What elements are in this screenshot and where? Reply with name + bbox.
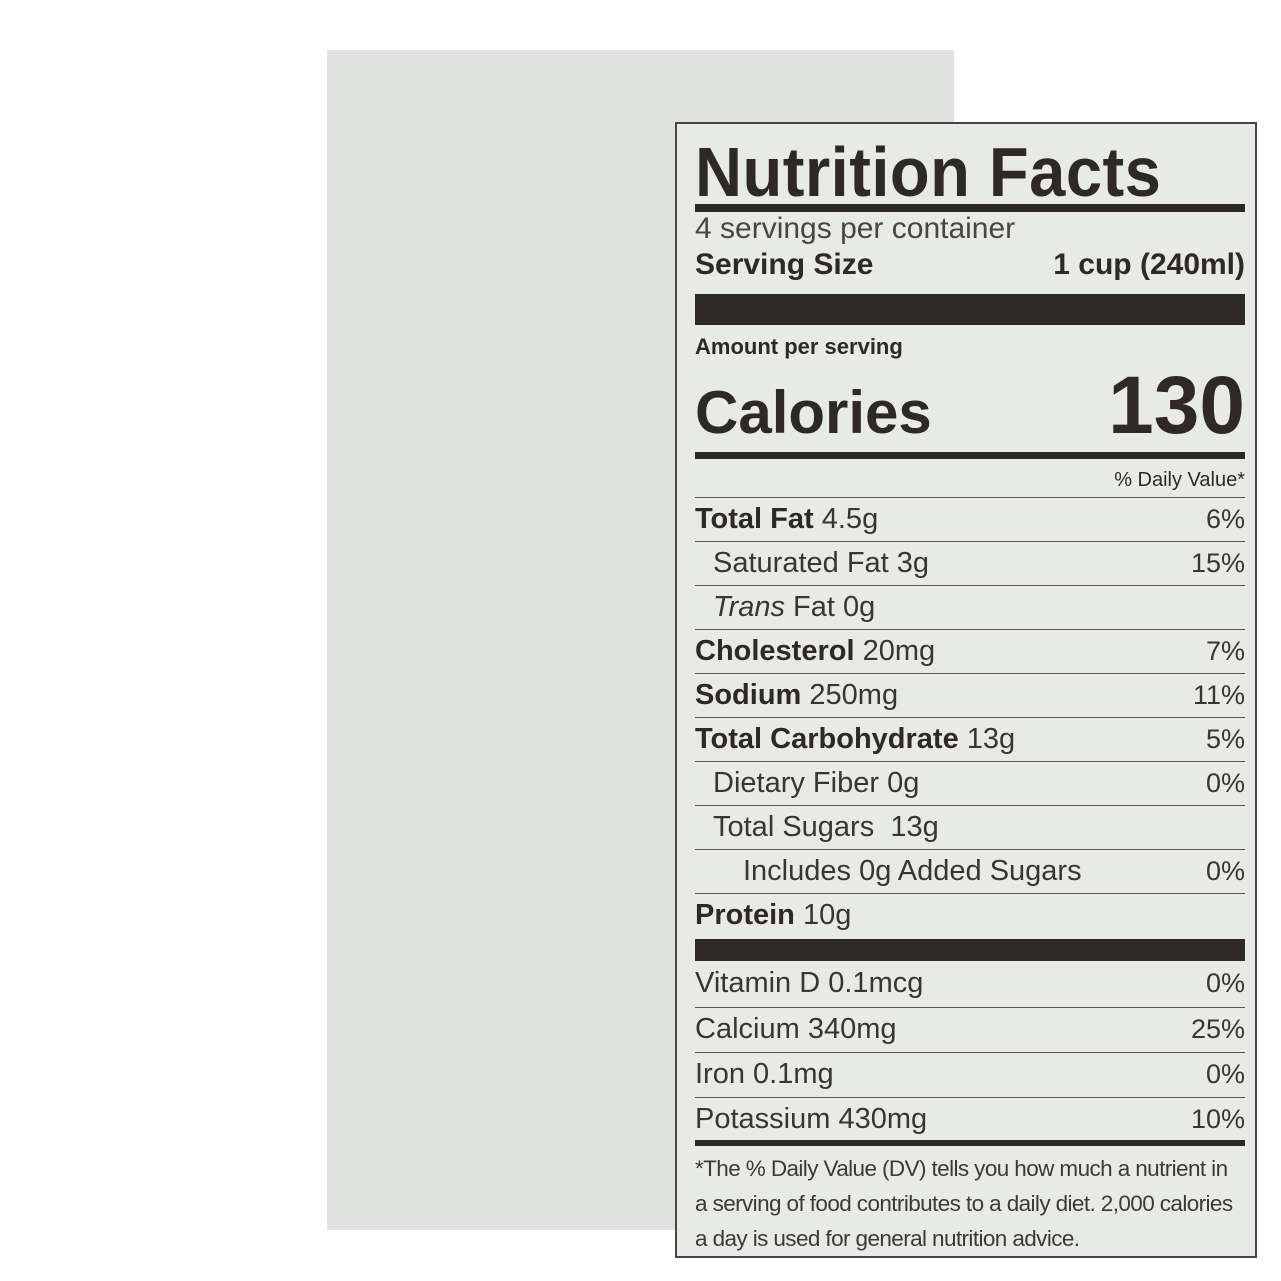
- nutrient-name: Saturated Fat: [713, 547, 889, 579]
- divider-heavy: [695, 939, 1245, 961]
- nutrient-dv: 7%: [1205, 636, 1245, 666]
- vitamin-row-iron: Iron 0.1mg 0%: [695, 1052, 1245, 1096]
- nutrient-name: Protein: [695, 899, 795, 931]
- vitamin-amount: 0.1mg: [753, 1058, 834, 1090]
- vitamin-row-potassium: Potassium 430mg 10%: [695, 1097, 1245, 1141]
- nutrient-amount: 3g: [896, 547, 930, 579]
- vitamin-dv: 0%: [1205, 967, 1245, 998]
- nutrient-amount: 250mg: [809, 679, 899, 711]
- nutrient-row-sodium: Sodium 250mg 11%: [695, 673, 1245, 717]
- vitamin-amount: 0.1mcg: [828, 966, 924, 999]
- nutrient-row-total-fat: Total Fat 4.5g 6%: [695, 497, 1245, 541]
- nutrient-row-added-sugars: Includes 0g Added Sugars 0%: [695, 849, 1245, 893]
- nutrient-name: Total Carbohydrate: [695, 723, 959, 755]
- divider-heavy: [695, 294, 1245, 325]
- nutrient-row-protein: Protein 10g: [695, 893, 1245, 937]
- label-title: Nutrition Facts: [695, 133, 1162, 211]
- nutrient-dv: 0%: [1205, 768, 1245, 798]
- amount-per-serving: Amount per serving: [695, 334, 903, 359]
- vitamin-name: Potassium: [695, 1103, 831, 1135]
- vitamin-name: Calcium: [695, 1013, 800, 1045]
- nutrient-dv: 11%: [1192, 680, 1245, 710]
- divider-medium: [695, 1140, 1245, 1146]
- nutrient-row-trans-fat: Trans Fat 0g: [695, 585, 1245, 629]
- vitamin-row-calcium: Calcium 340mg 25%: [695, 1007, 1245, 1051]
- vitamin-dv: 0%: [1205, 1059, 1245, 1089]
- calories-label: Calories: [695, 379, 932, 446]
- nutrient-amount: 13g: [966, 723, 1016, 755]
- nutrient-name: Sodium: [695, 679, 802, 711]
- nutrient-row-saturated-fat: Saturated Fat 3g 15%: [695, 541, 1245, 585]
- nutrient-row-dietary-fiber: Dietary Fiber 0g 0%: [695, 761, 1245, 805]
- nutrient-dv: 0%: [1205, 856, 1245, 886]
- calories-value: 130: [1108, 360, 1245, 451]
- vitamin-amount: 340mg: [807, 1013, 897, 1045]
- nutrient-amount: 4.5g: [821, 503, 879, 535]
- serving-size-label: Serving Size: [695, 248, 874, 281]
- nutrient-name: Includes 0g Added Sugars: [743, 855, 1082, 887]
- vitamin-row-vitamin-d: Vitamin D 0.1mcg 0%: [695, 961, 1245, 1005]
- divider-thick: [695, 452, 1245, 459]
- nutrient-amount: 10g: [802, 899, 852, 931]
- nutrient-amount: 0g: [887, 767, 920, 799]
- nutrient-amount: 20mg: [862, 635, 936, 667]
- vitamin-name: Iron: [695, 1058, 745, 1090]
- nutrient-name: Cholesterol: [695, 635, 855, 667]
- nutrient-row-cholesterol: Cholesterol 20mg 7%: [695, 629, 1245, 673]
- vitamin-dv: 25%: [1190, 1014, 1245, 1044]
- nutrient-amount: Fat 0g: [793, 591, 876, 623]
- serving-size-value: 1 cup (240ml): [1053, 248, 1245, 281]
- divider-thick: [695, 204, 1245, 212]
- nutrition-facts-label: Nutrition Facts 4 servings per container…: [675, 122, 1257, 1258]
- nutrient-dv: 15%: [1190, 548, 1245, 578]
- calories: Calories 130: [695, 359, 1245, 453]
- vitamin-name: Vitamin D: [695, 966, 821, 999]
- nutrient-row-total-carbohydrate: Total Carbohydrate 13g 5%: [695, 717, 1245, 761]
- package-panel: Nutrition Facts 4 servings per container…: [327, 50, 1257, 1258]
- nutrient-dv: 5%: [1205, 724, 1245, 754]
- vitamin-amount: 430mg: [838, 1103, 928, 1135]
- footnote: *The % Daily Value (DV) tells you how mu…: [695, 1156, 1233, 1251]
- servings-per-container: 4 servings per container: [695, 212, 1016, 245]
- daily-value-header: % Daily Value*: [1114, 469, 1245, 491]
- nutrient-name: Total Fat: [695, 503, 814, 535]
- nutrient-dv: 6%: [1205, 504, 1245, 534]
- vitamin-dv: 10%: [1190, 1104, 1245, 1134]
- nutrient-name: Dietary Fiber: [713, 767, 879, 799]
- nutrient-amount: 13g: [890, 811, 939, 843]
- nutrient-name: Total Sugars: [713, 811, 875, 843]
- nutrient-name: Trans: [713, 591, 785, 623]
- serving-size: Serving Size 1 cup (240ml): [695, 248, 1245, 282]
- nutrient-row-total-sugars: Total Sugars 13g: [695, 805, 1245, 849]
